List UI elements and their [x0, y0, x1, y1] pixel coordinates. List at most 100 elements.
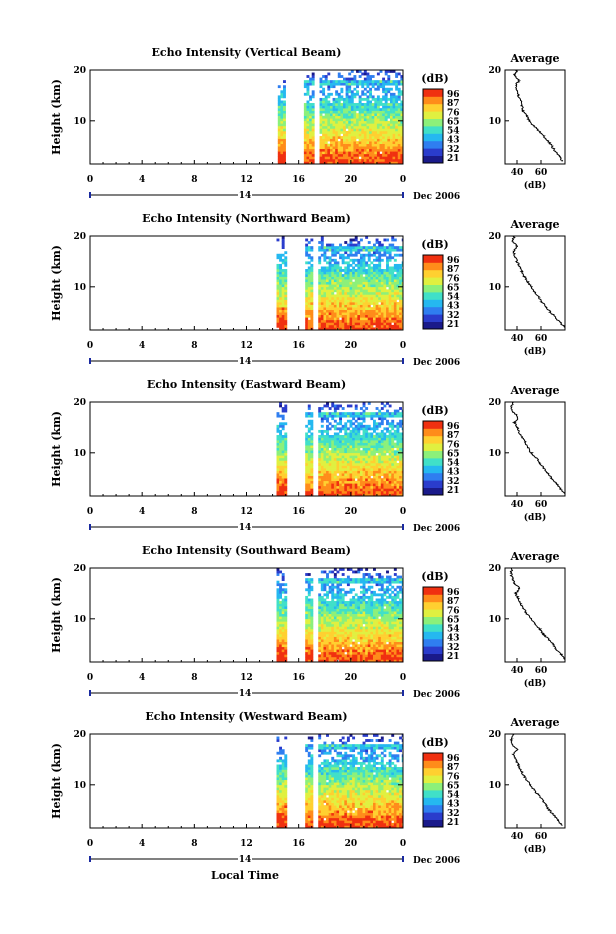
heatmap-cell: [331, 611, 334, 614]
heatmap-cell: [334, 647, 337, 650]
heatmap-cell: [394, 282, 397, 285]
heatmap-cell: [306, 139, 309, 142]
heatmap-cell: [383, 483, 386, 486]
heatmap-cell: [391, 647, 394, 650]
heatmap-cell: [279, 591, 282, 594]
heatmap-cell: [305, 297, 308, 300]
heatmap-cell: [390, 121, 393, 124]
heatmap-cell: [376, 614, 379, 617]
heatmap-cell: [333, 83, 336, 86]
heatmap-cell: [391, 420, 394, 423]
heatmap-cell: [305, 473, 308, 476]
heatmap-cell: [389, 430, 392, 433]
heatmap-cell: [331, 412, 334, 415]
heatmap-cell: [305, 634, 308, 637]
heatmap-cell: [334, 458, 337, 461]
x-tick-label: 0: [400, 175, 406, 185]
heatmap-cell: [363, 310, 366, 313]
heatmap-cell: [355, 626, 358, 629]
heatmap-cell: [308, 619, 311, 622]
heatmap-cell: [282, 488, 285, 491]
heatmap-cell: [347, 478, 350, 481]
heatmap-cell: [357, 488, 360, 491]
heatmap-cell: [348, 156, 351, 159]
heatmap-cell: [344, 445, 347, 448]
heatmap-cell: [378, 614, 381, 617]
heatmap-cell: [373, 652, 376, 655]
heatmap-cell: [347, 616, 350, 619]
heatmap-cell: [357, 649, 360, 652]
heatmap-cell: [347, 279, 350, 282]
heatmap-cell: [283, 93, 286, 96]
heatmap-cell: [374, 121, 377, 124]
heatmap-cell: [360, 468, 363, 471]
heatmap-cell: [331, 259, 334, 262]
colorbar-segment: [423, 458, 443, 466]
heatmap-cell: [377, 139, 380, 142]
heatmap-cell: [390, 83, 393, 86]
heatmap-cell: [363, 647, 366, 650]
heatmap-cell: [342, 307, 345, 310]
heatmap-cell: [323, 440, 326, 443]
heatmap-cell: [327, 144, 330, 147]
heatmap-cell: [386, 649, 389, 652]
heatmap-cell: [325, 113, 328, 116]
heatmap-cell: [347, 310, 350, 313]
heatmap-cell: [373, 460, 376, 463]
heatmap-cell: [284, 287, 287, 290]
heatmap-cell: [395, 98, 398, 101]
heatmap-cell: [323, 609, 326, 612]
profile-x-tick-label: 60: [535, 500, 548, 510]
heatmap-cell: [310, 438, 313, 441]
heatmap-cell: [318, 649, 321, 652]
heatmap-cell: [394, 249, 397, 252]
heatmap-cell: [378, 481, 381, 484]
heatmap-cell: [329, 310, 332, 313]
heatmap-cell: [309, 78, 312, 81]
heatmap-cell: [331, 654, 334, 657]
heatmap-cell: [279, 422, 282, 425]
heatmap-cell: [372, 95, 375, 98]
heatmap-cell: [342, 596, 345, 599]
heatmap-cell: [318, 274, 321, 277]
heatmap-cell: [360, 642, 363, 645]
heatmap-cell: [381, 432, 384, 435]
heatmap-cell: [386, 471, 389, 474]
heatmap-cell: [350, 430, 353, 433]
heatmap-cell: [321, 272, 324, 275]
profile-y-tick-label: 20: [488, 66, 501, 76]
heatmap-cell: [323, 317, 326, 320]
heatmap-cell: [344, 458, 347, 461]
heatmap-cell: [352, 266, 355, 269]
heatmap-cell: [279, 632, 282, 635]
heatmap-cell: [331, 624, 334, 627]
heatmap-cell: [312, 151, 315, 154]
heatmap-cell: [393, 118, 396, 121]
heatmap-cell: [325, 156, 328, 159]
heatmap-cell: [399, 264, 402, 267]
heatmap-cell: [350, 619, 353, 622]
heatmap-cell: [318, 637, 321, 640]
heatmap-cell: [336, 571, 339, 574]
heatmap-cell: [333, 139, 336, 142]
heatmap-cell: [334, 322, 337, 325]
heatmap-cell: [381, 430, 384, 433]
panel-title: Echo Intensity (Eastward Beam): [147, 378, 346, 391]
heatmap-cell: [329, 277, 332, 280]
heatmap-cell: [284, 619, 287, 622]
heatmap-cell: [305, 455, 308, 458]
heatmap-cell: [376, 249, 379, 252]
heatmap-cell: [360, 471, 363, 474]
heatmap-cell: [382, 88, 385, 91]
heatmap-cell: [310, 476, 313, 479]
heatmap-cell: [398, 111, 401, 114]
heatmap-cell: [363, 478, 366, 481]
heatmap-cell: [386, 410, 389, 413]
heatmap-cell: [357, 604, 360, 607]
heatmap-cell: [326, 282, 329, 285]
heatmap-cell: [350, 621, 353, 624]
heatmap-cell: [321, 307, 324, 310]
heatmap-cell: [395, 159, 398, 162]
heatmap-cell: [280, 106, 283, 109]
heatmap-cell: [344, 322, 347, 325]
